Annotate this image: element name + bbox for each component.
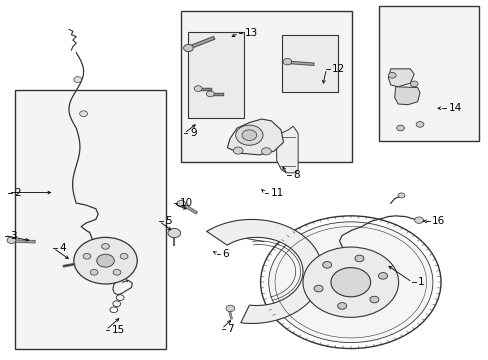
Circle shape [283,58,291,65]
Circle shape [354,255,363,262]
Circle shape [74,237,137,284]
Text: 13: 13 [244,28,257,38]
Text: 16: 16 [431,216,445,226]
Circle shape [102,243,109,249]
Text: 3: 3 [10,231,17,240]
Circle shape [313,285,323,292]
Circle shape [242,130,256,140]
Circle shape [414,217,423,224]
FancyBboxPatch shape [378,6,478,140]
FancyBboxPatch shape [188,32,243,118]
Text: 6: 6 [222,248,229,258]
Circle shape [7,237,16,243]
Circle shape [396,125,404,131]
Circle shape [74,77,81,82]
Circle shape [397,193,404,198]
FancyBboxPatch shape [181,12,351,162]
Polygon shape [206,220,322,323]
Circle shape [235,125,263,145]
Text: 4: 4 [59,243,66,253]
Circle shape [120,253,128,259]
Polygon shape [227,119,283,155]
Text: 5: 5 [164,216,171,226]
Circle shape [330,267,370,297]
Circle shape [225,305,234,312]
Circle shape [233,147,243,154]
FancyBboxPatch shape [281,35,337,92]
Text: 10: 10 [179,198,192,208]
Circle shape [206,91,214,97]
Polygon shape [276,126,298,173]
Circle shape [260,216,440,348]
Text: 7: 7 [227,324,234,334]
Circle shape [268,222,432,343]
Circle shape [369,296,378,303]
Text: 1: 1 [417,277,424,287]
FancyBboxPatch shape [15,90,166,348]
Circle shape [90,269,98,275]
Circle shape [80,111,87,117]
Text: 12: 12 [331,64,345,74]
Text: 15: 15 [112,325,125,335]
Circle shape [194,86,202,91]
Circle shape [83,253,91,259]
Circle shape [387,72,395,78]
Circle shape [176,201,185,207]
Polygon shape [394,87,419,105]
Text: 8: 8 [293,170,299,180]
Text: 11: 11 [270,188,284,198]
Text: 14: 14 [447,103,461,113]
Text: 9: 9 [189,129,196,138]
Text: 2: 2 [14,188,21,198]
Circle shape [409,81,417,87]
Circle shape [337,303,346,309]
Circle shape [378,273,387,279]
Circle shape [261,148,271,155]
Circle shape [167,228,180,238]
Polygon shape [387,69,413,87]
Circle shape [303,247,398,318]
Circle shape [113,269,121,275]
Circle shape [415,122,423,127]
Circle shape [322,261,331,268]
Circle shape [97,254,114,267]
Circle shape [183,44,193,51]
